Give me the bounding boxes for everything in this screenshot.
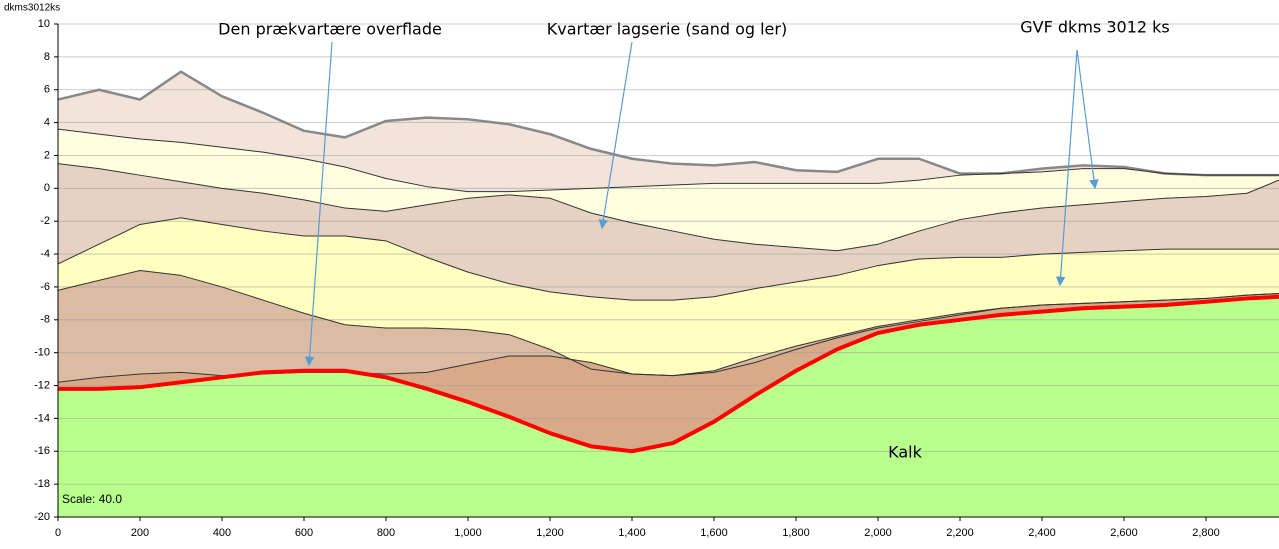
y-tick-label: -8 (40, 314, 50, 326)
annotation: GVF dkms 3012 ks (1020, 18, 1169, 37)
y-tick-label: -18 (34, 478, 50, 490)
scale-label: Scale: 40.0 (62, 492, 122, 506)
y-tick-label: -14 (34, 412, 50, 424)
x-tick-label: 1,400 (618, 527, 646, 539)
y-tick-label: 8 (44, 51, 50, 63)
y-tick-label: -16 (34, 445, 50, 457)
x-tick-label: 2,400 (1028, 527, 1056, 539)
annotation: Kalk (888, 443, 922, 462)
y-tick-label: -10 (34, 347, 50, 359)
y-tick-label: 4 (44, 117, 50, 129)
y-tick-label: 2 (44, 149, 50, 161)
x-tick-label: 600 (295, 527, 313, 539)
x-tick-label: 200 (131, 527, 149, 539)
y-tick-label: -12 (34, 379, 50, 391)
y-tick-label: 10 (38, 18, 50, 30)
chart: dkms3012ks Scale: 40.0 Den prækvartære o… (0, 0, 1279, 544)
x-tick-label: 400 (213, 527, 231, 539)
x-tick-label: 2,200 (946, 527, 974, 539)
annotation: Den prækvartære overflade (218, 20, 442, 39)
y-tick-label: 0 (44, 182, 50, 194)
x-tick-label: 800 (377, 527, 395, 539)
annotation: Kvartær lagserie (sand og ler) (547, 20, 787, 39)
x-tick-label: 2,800 (1192, 527, 1220, 539)
y-tick-label: -20 (34, 511, 50, 523)
y-tick-label: -2 (40, 215, 50, 227)
y-axis-label: dkms3012ks (4, 3, 60, 14)
x-tick-label: 1,800 (782, 527, 810, 539)
x-tick-label: 1,000 (454, 527, 482, 539)
x-tick-label: 0 (55, 527, 61, 539)
x-tick-label: 2,600 (1110, 527, 1138, 539)
y-tick-label: 6 (44, 84, 50, 96)
x-tick-label: 1,600 (700, 527, 728, 539)
y-tick-label: -6 (40, 281, 50, 293)
x-tick-label: 2,000 (864, 527, 892, 539)
x-tick-label: 1,200 (536, 527, 564, 539)
y-tick-label: -4 (40, 248, 50, 260)
